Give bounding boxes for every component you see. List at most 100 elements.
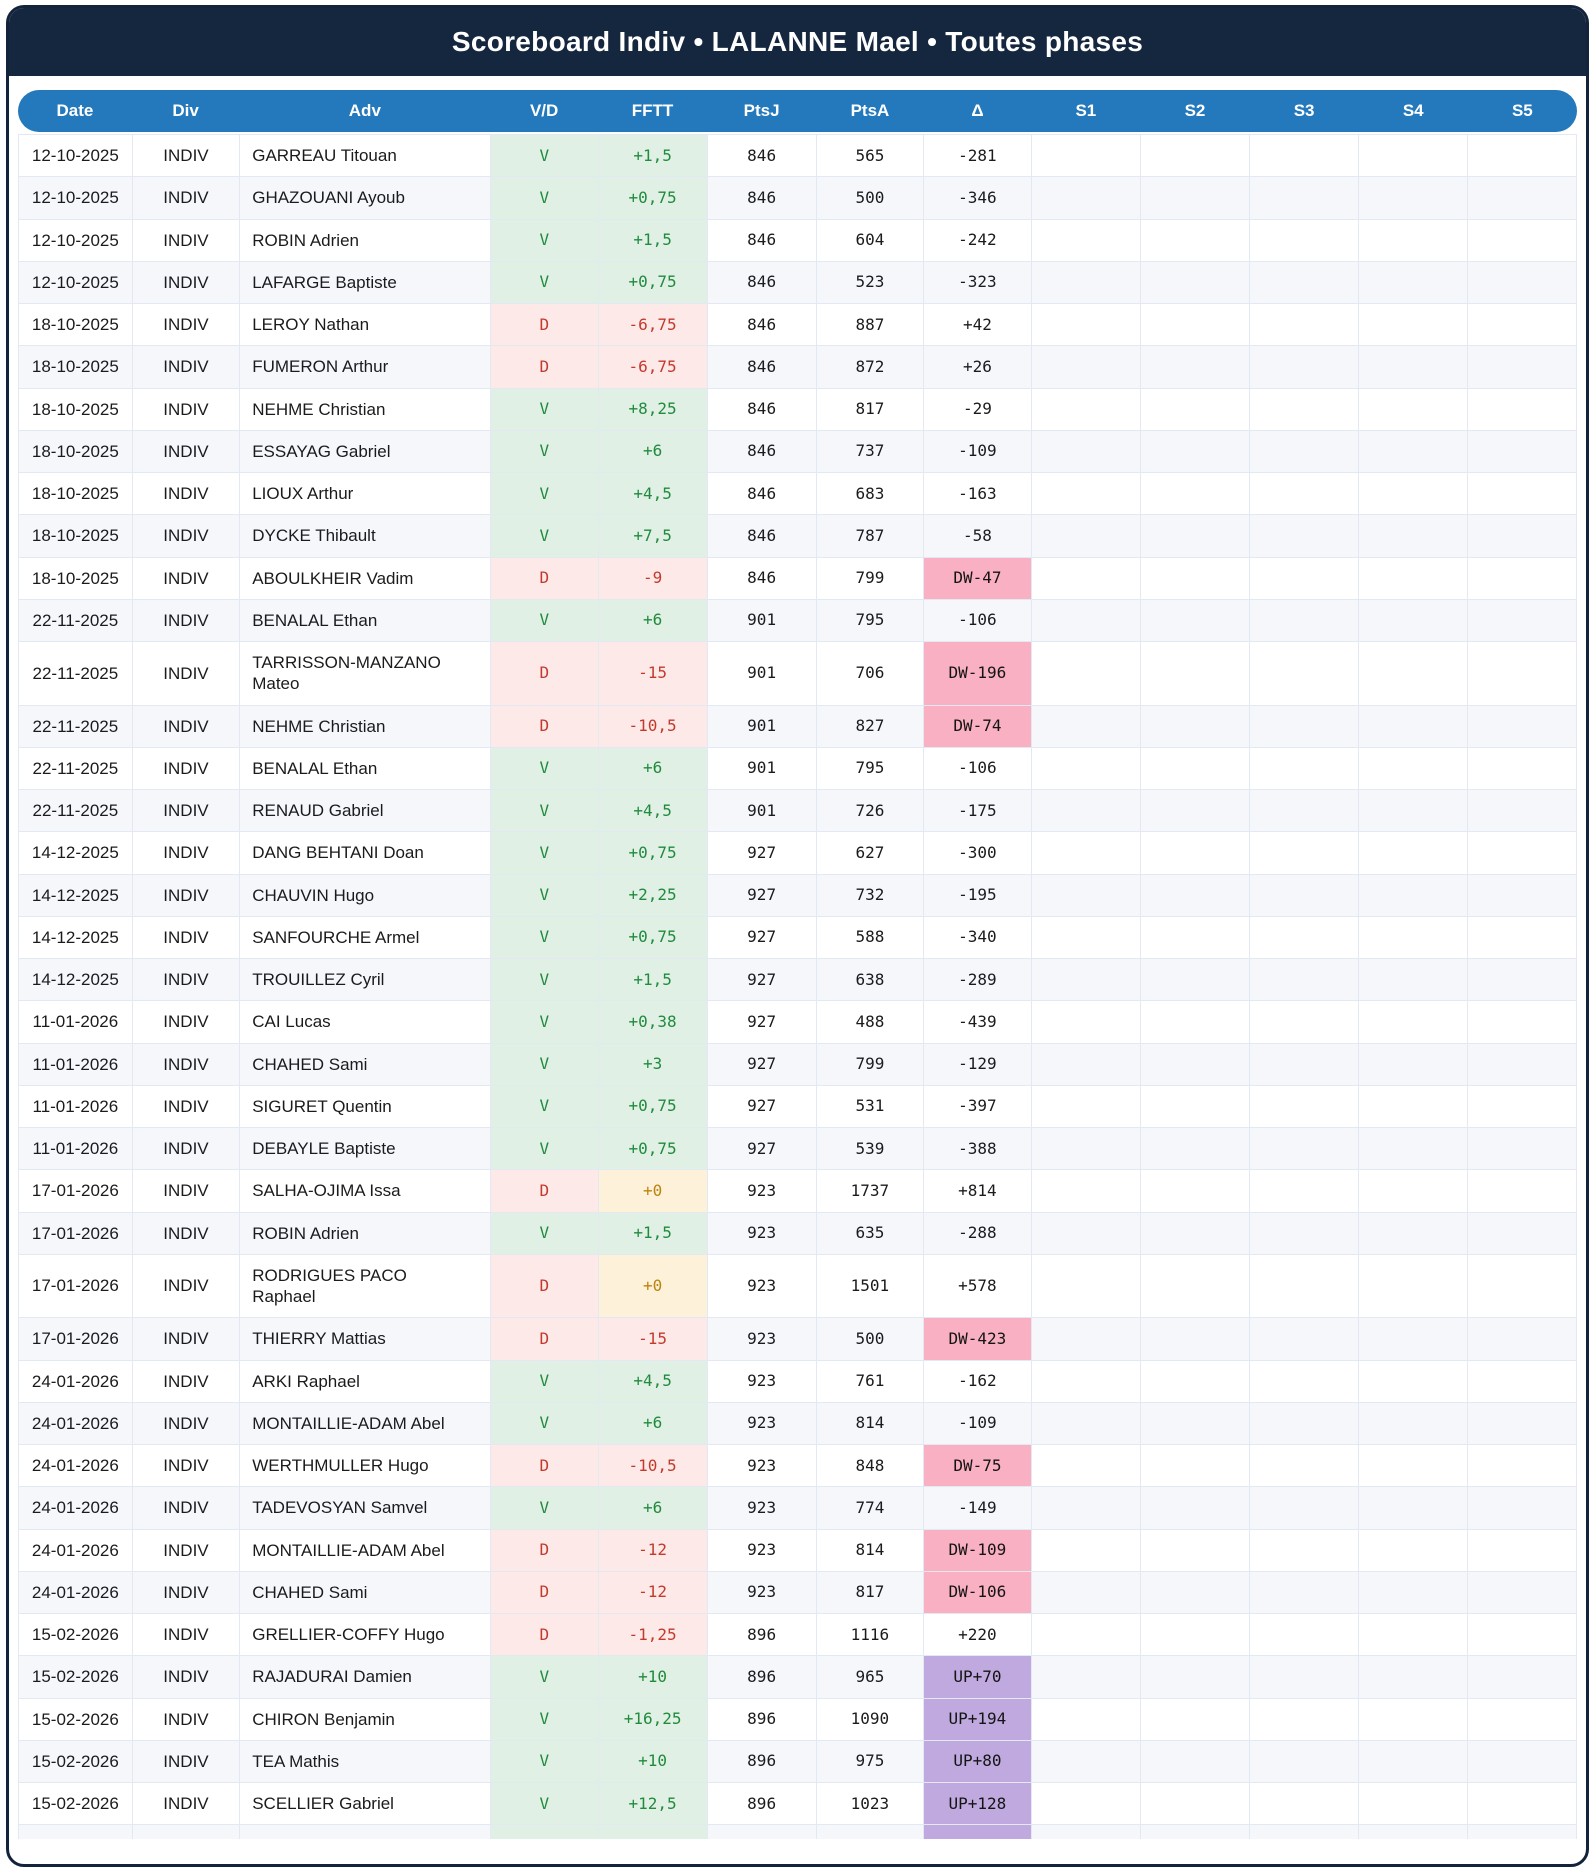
- table-row: 12-10-2025 INDIV GHAZOUANI Ayoub V +0,75 846 5…: [18, 176, 1578, 220]
- set5-cell: [1466, 1781, 1578, 1826]
- set4-cell: [1357, 176, 1468, 220]
- player-points-cell: 846: [706, 387, 817, 431]
- set2-cell: [1139, 471, 1250, 516]
- opponent-cell: WERTHMULLER Hugo: [239, 1443, 492, 1488]
- opponent-cell: DEBAYLE Baptiste: [239, 1126, 492, 1171]
- set5-cell: [1466, 1612, 1578, 1657]
- set1-cell: [1030, 788, 1141, 833]
- set5-cell: [1466, 387, 1578, 431]
- fftt-points-cell: +6: [597, 746, 708, 791]
- division-cell: INDIV: [131, 556, 241, 600]
- player-points-cell: 846: [706, 556, 817, 600]
- result-cell: V: [490, 598, 599, 643]
- set1-cell: [1030, 1211, 1141, 1255]
- opponent-cell: [239, 1824, 492, 1840]
- opponent-cell: CAI Lucas: [239, 1000, 492, 1044]
- division-cell: INDIV: [131, 1126, 241, 1171]
- set1-cell: [1030, 302, 1141, 347]
- delta-cell: DW-74: [923, 704, 1032, 748]
- set4-cell: [1357, 1612, 1468, 1657]
- fftt-points-cell: +1,5: [597, 1211, 708, 1255]
- delta-cell: -106: [923, 598, 1032, 643]
- player-points-cell: 927: [706, 1042, 817, 1086]
- table-row: 17-01-2026 INDIV RODRIGUES PACO Raphael D +0…: [18, 1253, 1578, 1319]
- column-header-ptsa: PtsA: [850, 101, 890, 120]
- player-points-cell: 846: [706, 471, 817, 516]
- set2-cell: [1139, 704, 1250, 748]
- set3-cell: [1248, 133, 1359, 178]
- set2-cell: [1139, 1000, 1250, 1044]
- opponent-points-cell: 814: [815, 1528, 925, 1572]
- opponent-points-cell: 531: [815, 1084, 925, 1129]
- set1-cell: [1030, 915, 1141, 960]
- division-cell: INDIV: [131, 873, 241, 917]
- division-cell: INDIV: [131, 1317, 241, 1361]
- player-points-cell: 923: [706, 1486, 817, 1530]
- delta-cell: DW-75: [923, 1443, 1032, 1488]
- set4-cell: [1357, 915, 1468, 960]
- opponent-cell: ROBIN Adrien: [239, 218, 492, 262]
- set1-cell: [1030, 1000, 1141, 1044]
- delta-cell: -300: [923, 831, 1032, 875]
- opponent-cell: DANG BEHTANI Doan: [239, 831, 492, 875]
- column-header-s1: S1: [1075, 101, 1097, 120]
- set4-cell: [1357, 556, 1468, 600]
- set3-cell: [1248, 1253, 1359, 1319]
- set5-cell: [1466, 133, 1578, 178]
- opponent-cell: TEA Mathis: [239, 1739, 492, 1784]
- division-cell: INDIV: [131, 471, 241, 516]
- result-cell: V: [490, 1486, 599, 1530]
- division-cell: INDIV: [131, 746, 241, 791]
- set4-cell: [1357, 471, 1468, 516]
- date-cell: 24-01-2026: [18, 1443, 133, 1488]
- set1-cell: [1030, 1084, 1141, 1129]
- date-cell: 15-02-2026: [18, 1781, 133, 1826]
- opponent-cell: CHAUVIN Hugo: [239, 873, 492, 917]
- set3-cell: [1248, 1781, 1359, 1826]
- result-cell: D: [490, 1253, 599, 1319]
- table-row: 24-01-2026 INDIV MONTAILLIE-ADAM Abel V +6 92…: [18, 1401, 1578, 1446]
- division-cell: INDIV: [131, 429, 241, 474]
- division-cell: [131, 1824, 241, 1840]
- opponent-points-cell: 539: [815, 1126, 925, 1171]
- column-header-adv: Adv: [348, 101, 381, 120]
- fftt-points-cell: +4,5: [597, 788, 708, 833]
- result-cell: V: [490, 1781, 599, 1826]
- table-row: 17-01-2026 INDIV ROBIN Adrien V +1,5 923 635 -2…: [18, 1211, 1578, 1255]
- set5-cell: [1466, 1824, 1578, 1840]
- player-points-cell: 923: [706, 1359, 817, 1403]
- set2-cell: [1139, 1697, 1250, 1741]
- player-points-cell: 927: [706, 1000, 817, 1044]
- table-row: 14-12-2025 INDIV DANG BEHTANI Doan V +0,75 92…: [18, 831, 1578, 875]
- fftt-points-cell: +3: [597, 1042, 708, 1086]
- set3-cell: [1248, 915, 1359, 960]
- opponent-points-cell: 732: [815, 873, 925, 917]
- opponent-points-cell: 795: [815, 598, 925, 643]
- fftt-points-cell: -15: [597, 641, 708, 706]
- set2-cell: [1139, 831, 1250, 875]
- fftt-points-cell: -6,75: [597, 345, 708, 389]
- date-cell: 12-10-2025: [18, 133, 133, 178]
- date-cell: 24-01-2026: [18, 1401, 133, 1446]
- set5-cell: [1466, 1000, 1578, 1044]
- opponent-points-cell: 565: [815, 133, 925, 178]
- result-cell: V: [490, 915, 599, 960]
- player-points-cell: 896: [706, 1655, 817, 1699]
- division-cell: INDIV: [131, 514, 241, 558]
- delta-cell: -281: [923, 133, 1032, 178]
- date-cell: 18-10-2025: [18, 387, 133, 431]
- set5-cell: [1466, 1443, 1578, 1488]
- player-points-cell: 927: [706, 831, 817, 875]
- fftt-points-cell: +10: [597, 1655, 708, 1699]
- player-points-cell: 923: [706, 1528, 817, 1572]
- date-cell: 15-02-2026: [18, 1697, 133, 1741]
- set4-cell: [1357, 1739, 1468, 1784]
- fftt-points-cell: +0,38: [597, 1000, 708, 1044]
- result-cell: D: [490, 556, 599, 600]
- date-cell: 17-01-2026: [18, 1253, 133, 1319]
- set5-cell: [1466, 1084, 1578, 1129]
- set5-cell: [1466, 429, 1578, 474]
- set3-cell: [1248, 1697, 1359, 1741]
- set4-cell: [1357, 957, 1468, 1002]
- delta-cell: -162: [923, 1359, 1032, 1403]
